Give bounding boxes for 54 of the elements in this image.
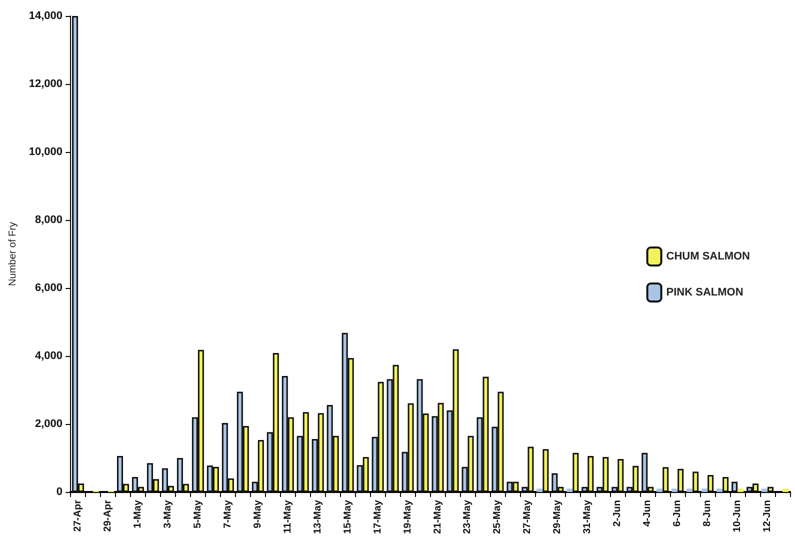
bar [768, 486, 774, 492]
x-tick-label: 4-Jun [642, 500, 654, 527]
bar [678, 468, 684, 492]
x-tick-label: 2-Jun [612, 500, 624, 527]
x-tick-label: 12-Jun [762, 500, 774, 532]
x-tick-label: 7-May [222, 500, 234, 528]
bar [762, 488, 768, 492]
bar [692, 472, 699, 492]
y-axis-title: Number of Fry [8, 222, 18, 286]
x-tick-label: 17-May [372, 500, 384, 534]
x-tick-label: 21-May [432, 500, 444, 534]
bar [708, 475, 714, 492]
y-tick-label: 0 [56, 486, 63, 498]
bar [672, 488, 678, 492]
x-tick-label: 19-May [402, 500, 414, 534]
x-tick-label: 6-Jun [672, 500, 684, 527]
bar [738, 488, 744, 492]
legend-label: PINK SALMON [666, 286, 744, 298]
x-tick-label: 1-May [132, 500, 144, 528]
x-tick-label: 29-May [552, 500, 564, 534]
y-tick-label: 12,000 [28, 78, 63, 90]
x-tick-label: 27-Apr [72, 500, 84, 532]
y-tick-label: 4,000 [35, 350, 63, 362]
bar [686, 488, 693, 492]
x-tick-label: 5-May [192, 500, 204, 528]
x-tick-label: 25-May [492, 500, 504, 534]
bar [656, 488, 663, 492]
y-tick-label: 6,000 [35, 282, 63, 294]
bar [662, 467, 669, 492]
bar [702, 488, 708, 492]
x-tick-label: 3-May [162, 500, 174, 528]
bar [572, 452, 579, 492]
x-tick-label: 8-Jun [702, 500, 714, 527]
x-tick-label: 9-May [252, 500, 264, 528]
bar [566, 488, 573, 492]
bar [722, 477, 729, 492]
y-tick-label: 14,000 [28, 10, 63, 22]
x-tick-label: 27-May [522, 500, 534, 534]
x-tick-label: 10-Jun [732, 500, 744, 532]
bar [716, 488, 723, 492]
bar [542, 449, 549, 492]
bar [536, 488, 543, 492]
bar [732, 482, 738, 492]
y-tick-label: 8,000 [35, 214, 63, 226]
x-tick-label: 15-May [342, 500, 354, 534]
x-tick-label: 29-Apr [102, 500, 114, 532]
x-tick-label: 13-May [312, 500, 324, 534]
y-tick-label: 10,000 [28, 146, 63, 158]
bar [782, 488, 788, 492]
y-tick-label: 2,000 [35, 418, 63, 430]
legend-label: CHUM SALMON [666, 250, 750, 262]
x-tick-label: 23-May [462, 500, 474, 534]
x-tick-label: 11-May [282, 500, 294, 534]
x-tick-label: 31-May [582, 500, 594, 534]
